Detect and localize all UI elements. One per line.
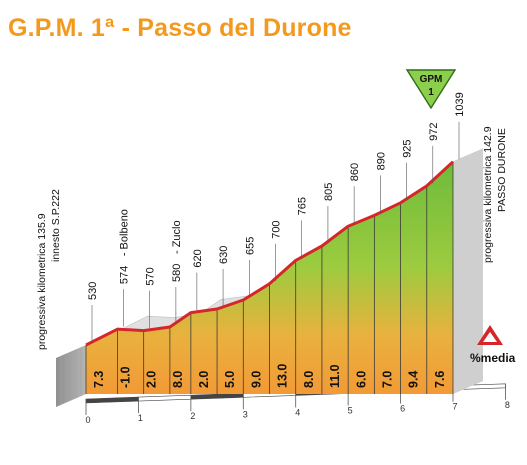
gpm-badge-line2: 1 — [428, 87, 434, 98]
altitude-label: 805 — [323, 183, 335, 201]
altitude-label: 860 — [349, 163, 361, 181]
gradient-label: 5.0 — [223, 371, 237, 388]
gradient-label: 8.0 — [302, 371, 316, 388]
altitude-label: 765 — [297, 197, 309, 215]
altitude-label: 700 — [271, 220, 283, 238]
km-tick-label: 4 — [295, 407, 300, 417]
km-tick-label: 5 — [348, 406, 353, 416]
km-tick-label: 3 — [243, 409, 248, 419]
gradient-label: 7.0 — [380, 371, 394, 388]
km-bar-segment — [85, 396, 139, 404]
start-junction-label: innesto S.P.222 — [50, 189, 62, 262]
gradient-label: 2.0 — [145, 371, 159, 388]
start-wall-layer — [56, 148, 483, 407]
km-tick-label: 0 — [85, 415, 90, 425]
altitude-label: 630 — [218, 246, 230, 264]
segment-lines-layer — [85, 161, 454, 394]
km-bar-segment — [190, 392, 244, 400]
profile-line-layer — [85, 160, 455, 347]
altitude-label: 972 — [428, 123, 440, 141]
gradient-label: 7.6 — [433, 371, 447, 388]
place-name-label: - Bolbeno — [118, 209, 130, 256]
chart-title: G.P.M. 1ª - Passo del Durone — [8, 14, 352, 42]
km-tick-label: 1 — [138, 413, 143, 423]
gradient-label: 11.0 — [328, 364, 342, 388]
km-tick-label: 7 — [452, 402, 457, 412]
profile-fill-layer — [86, 161, 453, 394]
km-tick-label: 2 — [190, 411, 195, 421]
gradient-label: 6.0 — [354, 371, 368, 388]
gradient-label: 7.3 — [92, 371, 106, 388]
labels-layer: 530 574 - Bolbeno 570 580 - Zuclo 620 630 655 700… — [36, 92, 508, 388]
gpm-badge-line1: GPM — [420, 74, 443, 85]
altitude-label: 620 — [192, 249, 204, 267]
legend-text: %media — [470, 351, 516, 365]
end-wall — [453, 148, 483, 394]
km-bar-segment — [138, 394, 192, 402]
gradient-label: 2.0 — [197, 371, 211, 388]
start-progressive-label: progressiva kilometrica 135.9 — [36, 213, 48, 350]
gradient-label: 9.0 — [249, 371, 263, 388]
altitude-label: 655 — [244, 237, 256, 255]
profile-fill — [86, 161, 453, 394]
gradient-legend-icon-inner — [483, 332, 497, 342]
km-tick-label: 6 — [400, 404, 405, 414]
altitude-label: 574 — [118, 266, 130, 284]
end-progressive-label: progressiva kilometrica 142.9 — [482, 126, 494, 263]
gradient-label: 8.0 — [171, 371, 185, 388]
extras-layer: GPM 1 %media — [405, 69, 516, 365]
gradient-label: -1.0 — [118, 366, 132, 388]
altitude-label: 1039 — [454, 92, 466, 116]
altitude-label: 925 — [402, 139, 414, 157]
place-name-label: - Zuclo — [171, 220, 183, 254]
altitude-label: 890 — [375, 152, 387, 170]
km-tick-label: 8 — [505, 400, 510, 410]
gradient-label: 9.4 — [407, 371, 421, 388]
altitude-label: 580 — [171, 264, 183, 282]
gradient-label: 13.0 — [276, 364, 290, 388]
profile-line — [85, 160, 455, 347]
end-pass-label: PASSO DURONE — [496, 128, 508, 212]
gpm-badge-icon — [405, 69, 457, 110]
altitude-label: 570 — [145, 267, 157, 285]
altitude-label: 530 — [87, 282, 99, 300]
